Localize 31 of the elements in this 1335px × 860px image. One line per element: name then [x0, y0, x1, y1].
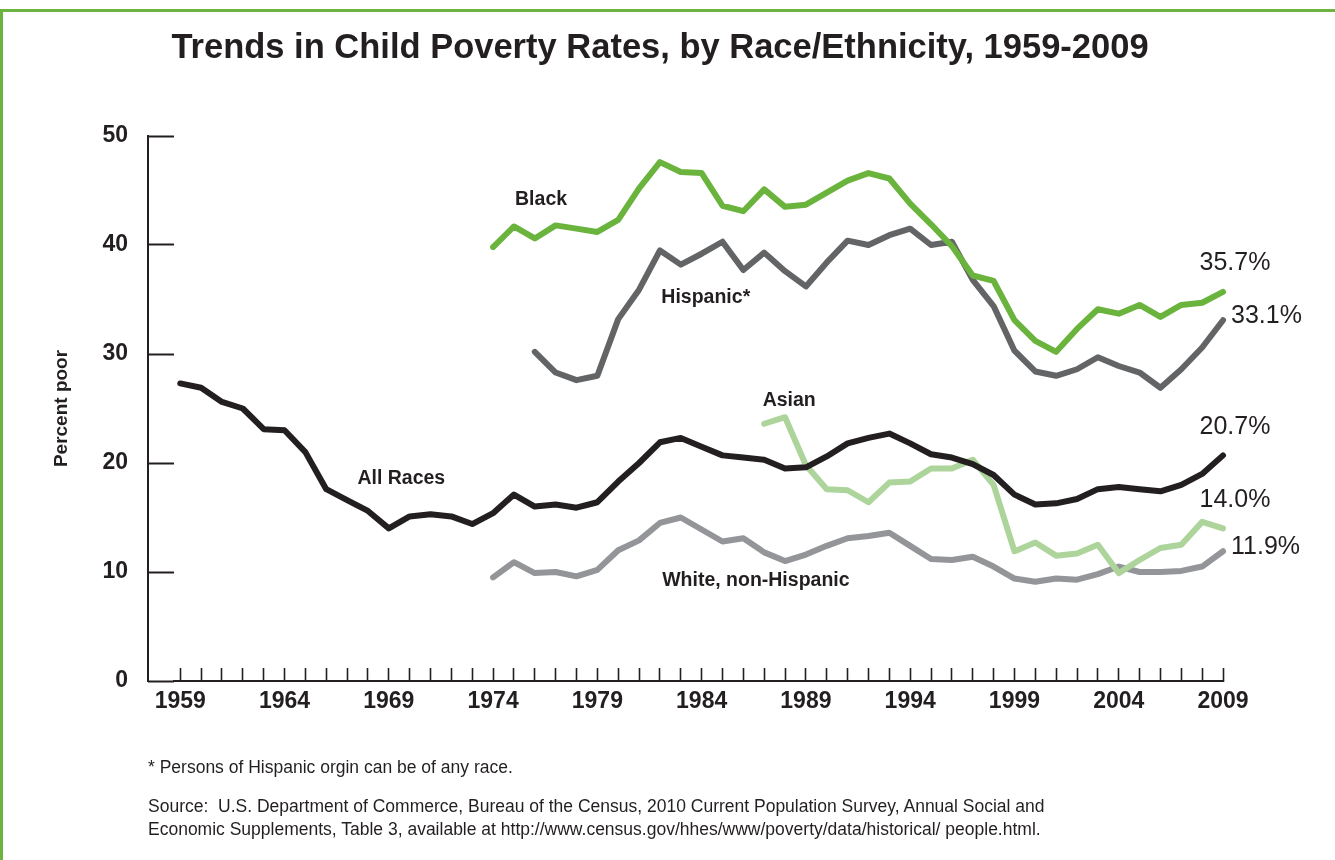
x-tick-label: 2009: [1197, 687, 1249, 714]
y-tick-label: 50: [102, 121, 128, 148]
x-tick-label: 1984: [676, 687, 728, 714]
data-label: 33.1%: [1231, 300, 1302, 329]
x-tick-label: 1999: [988, 687, 1041, 714]
series-label: Asian: [762, 388, 816, 411]
data-label: 11.9%: [1231, 531, 1301, 560]
series-label: Black: [515, 186, 568, 209]
x-tick-label: 1959: [154, 687, 206, 714]
series-label: Hispanic*: [661, 284, 751, 307]
y-tick-label: 30: [102, 339, 128, 366]
y-tick-label: 10: [102, 557, 128, 584]
x-tick-label: 2004: [1093, 687, 1145, 714]
y-tick-label: 0: [115, 666, 128, 693]
source-note: Source: U.S. Department of Commerce, Bureau of the Census, 2010 Current Population Survey, Annual Social and Economic Supplements, Table 3, available at http://www.census.gov/hhes/www/poverty/data/historical/ people.html.: [148, 795, 1046, 841]
data-label: 20.7%: [1199, 410, 1271, 439]
y-axis-title: Percent poor: [49, 349, 71, 468]
data-label: 35.7%: [1199, 247, 1271, 276]
x-tick-label: 1979: [571, 687, 623, 714]
x-tick-label: 1969: [363, 687, 415, 714]
x-tick-label: 1964: [258, 687, 311, 714]
text: * Persons of Hispanic orgin can be of any race.: [148, 756, 514, 779]
chart-title: Trends in Child Poverty Rates, by Race/Ethnicity, 1959-2009: [170, 26, 1150, 67]
y-tick-label: 20: [102, 448, 128, 475]
x-tick-label: 1989: [780, 687, 832, 714]
y-tick-label: 40: [102, 230, 128, 257]
series-label: All Races: [357, 465, 446, 488]
data-label: 14.0%: [1199, 483, 1271, 512]
x-tick-label: 1974: [467, 687, 519, 714]
x-tick-label: 1994: [884, 687, 936, 714]
series-label: White, non-Hispanic: [662, 568, 850, 591]
